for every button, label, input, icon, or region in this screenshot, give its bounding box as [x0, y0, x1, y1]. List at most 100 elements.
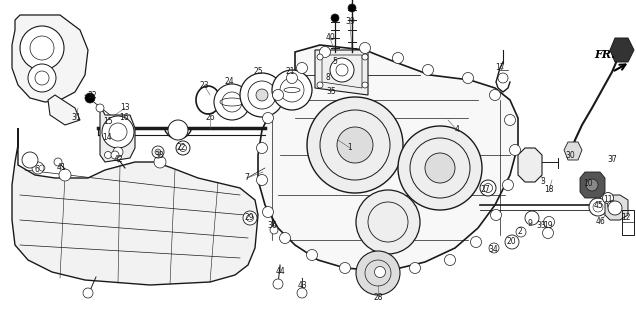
Polygon shape: [518, 148, 542, 182]
Circle shape: [243, 211, 257, 225]
Polygon shape: [315, 50, 368, 95]
Circle shape: [111, 151, 119, 159]
Circle shape: [362, 54, 368, 60]
Text: 41: 41: [56, 164, 66, 172]
Circle shape: [490, 90, 501, 100]
Circle shape: [498, 73, 508, 83]
Circle shape: [471, 236, 481, 247]
Circle shape: [317, 54, 323, 60]
Text: 32: 32: [87, 92, 97, 100]
Circle shape: [425, 153, 455, 183]
Circle shape: [543, 228, 553, 238]
Circle shape: [525, 211, 539, 225]
Circle shape: [104, 151, 111, 158]
Text: 23: 23: [199, 81, 209, 90]
Text: 34: 34: [488, 245, 498, 254]
Circle shape: [504, 115, 516, 125]
Circle shape: [32, 162, 44, 174]
Polygon shape: [580, 172, 605, 198]
Circle shape: [113, 147, 123, 157]
Text: 42: 42: [113, 156, 123, 164]
Text: 8: 8: [326, 74, 330, 83]
Circle shape: [307, 97, 403, 193]
Text: 4: 4: [455, 125, 459, 134]
Circle shape: [348, 4, 356, 12]
Circle shape: [502, 180, 513, 190]
Text: 31: 31: [71, 114, 81, 123]
Polygon shape: [12, 15, 88, 102]
Text: 38: 38: [154, 150, 164, 159]
Circle shape: [509, 145, 520, 156]
Circle shape: [445, 254, 455, 266]
Circle shape: [152, 146, 164, 158]
Circle shape: [331, 14, 339, 22]
Text: 12: 12: [621, 213, 631, 222]
Text: 46: 46: [596, 218, 606, 227]
Circle shape: [22, 152, 38, 168]
Circle shape: [168, 120, 188, 140]
Text: 21: 21: [286, 68, 294, 76]
Circle shape: [544, 217, 555, 228]
Circle shape: [392, 52, 403, 63]
Circle shape: [505, 235, 519, 249]
Text: 40: 40: [325, 34, 335, 43]
Circle shape: [319, 46, 331, 58]
Circle shape: [263, 113, 273, 124]
Polygon shape: [12, 128, 258, 285]
Text: 1: 1: [348, 143, 352, 153]
Circle shape: [340, 262, 350, 274]
Polygon shape: [48, 95, 80, 125]
Circle shape: [102, 116, 134, 148]
Polygon shape: [100, 105, 135, 162]
Text: 33: 33: [536, 220, 546, 229]
Text: 11: 11: [604, 196, 612, 204]
Circle shape: [398, 126, 482, 210]
Polygon shape: [564, 142, 582, 160]
Text: 2: 2: [518, 228, 522, 236]
Circle shape: [410, 262, 420, 274]
Circle shape: [286, 73, 298, 84]
Text: 5: 5: [333, 58, 338, 67]
Circle shape: [422, 65, 434, 76]
Circle shape: [586, 179, 598, 191]
Circle shape: [20, 26, 64, 70]
Circle shape: [589, 198, 607, 216]
Text: 3: 3: [541, 178, 546, 187]
Circle shape: [272, 70, 312, 110]
Text: 39: 39: [345, 18, 355, 27]
Circle shape: [155, 149, 161, 155]
Text: 29: 29: [244, 213, 254, 222]
Circle shape: [330, 58, 354, 82]
Text: 15: 15: [103, 117, 113, 126]
Circle shape: [54, 158, 62, 166]
Text: 45: 45: [593, 201, 603, 210]
Circle shape: [279, 233, 291, 244]
Circle shape: [263, 206, 273, 218]
Circle shape: [83, 288, 93, 298]
Circle shape: [176, 141, 190, 155]
Circle shape: [490, 210, 502, 220]
Circle shape: [154, 156, 166, 168]
Circle shape: [307, 250, 317, 260]
Text: 28: 28: [373, 293, 383, 302]
Circle shape: [356, 251, 400, 295]
Text: 20: 20: [506, 237, 516, 246]
Circle shape: [296, 62, 307, 74]
Circle shape: [337, 127, 373, 163]
Text: 13: 13: [120, 103, 130, 113]
Text: 19: 19: [543, 220, 553, 229]
Circle shape: [214, 84, 250, 120]
Text: 44: 44: [276, 268, 286, 276]
Text: 25: 25: [253, 68, 263, 76]
Circle shape: [359, 43, 371, 53]
Polygon shape: [610, 38, 634, 62]
Text: 16: 16: [119, 114, 129, 123]
Circle shape: [608, 201, 622, 215]
Text: FR.: FR.: [595, 50, 616, 60]
Polygon shape: [258, 45, 518, 270]
Circle shape: [362, 82, 368, 88]
Text: 22: 22: [176, 143, 186, 153]
Text: 30: 30: [565, 150, 575, 159]
Circle shape: [489, 243, 499, 253]
Text: 43: 43: [298, 281, 308, 290]
